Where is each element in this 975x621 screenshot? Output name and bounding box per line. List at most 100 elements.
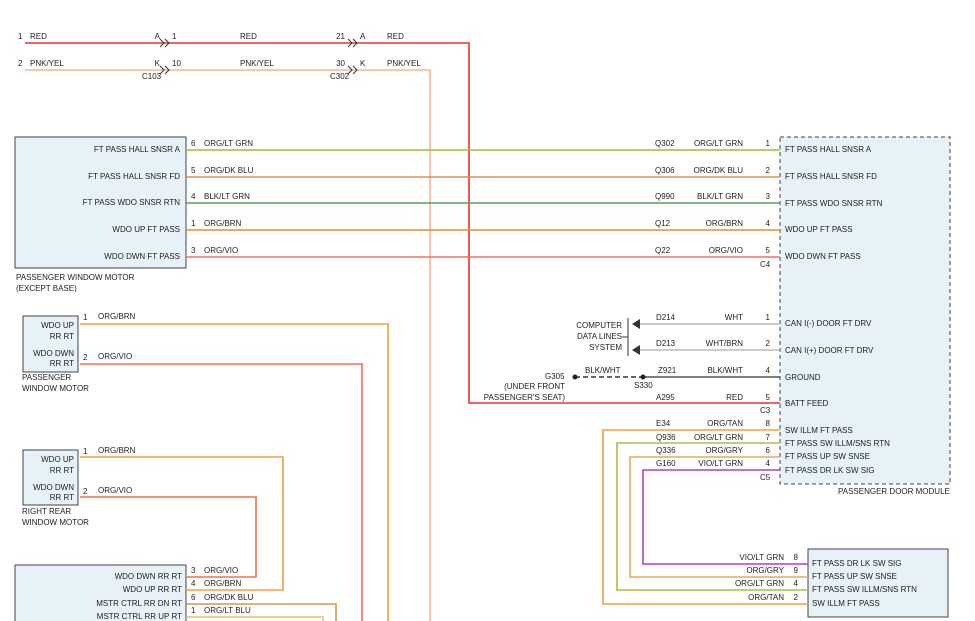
label: Q12 bbox=[655, 219, 671, 228]
label: 1 bbox=[766, 313, 771, 322]
label: 1 bbox=[172, 32, 177, 41]
label: COMPUTER bbox=[576, 321, 622, 330]
label: ORG/TAN bbox=[748, 593, 784, 602]
label: PNK/YEL bbox=[387, 59, 421, 68]
window-motor-box bbox=[14, 136, 187, 269]
label: 3 bbox=[191, 566, 196, 575]
label: WDO DWN FT PASS bbox=[104, 252, 180, 261]
label: WDO UP bbox=[41, 455, 74, 464]
label: RR RT bbox=[50, 332, 74, 341]
label: FT PASS HALL SNSR FD bbox=[88, 172, 180, 181]
label: ORG/LT GRN bbox=[735, 579, 784, 588]
label: ORG/DK BLU bbox=[204, 166, 254, 175]
label: ORG/VIO bbox=[98, 486, 132, 495]
label: VIO/LT GRN bbox=[739, 553, 784, 562]
label: RED bbox=[726, 393, 743, 402]
label: BLK/WHT bbox=[585, 366, 621, 375]
label: S330 bbox=[634, 381, 653, 390]
label: 4 bbox=[794, 579, 799, 588]
label: WDO UP RR RT bbox=[123, 585, 182, 594]
label: 4 bbox=[766, 219, 771, 228]
label: 3 bbox=[766, 192, 771, 201]
label: BLK/LT GRN bbox=[697, 192, 743, 201]
label: ORG/LT BLU bbox=[204, 606, 251, 615]
label: FT PASS SW ILLM/SNS RTN bbox=[812, 585, 917, 594]
label: Q22 bbox=[655, 246, 671, 255]
label: 10 bbox=[172, 59, 181, 68]
label: WHT bbox=[725, 313, 743, 322]
label: 2 bbox=[794, 593, 799, 602]
label: FT PASS UP SW SNSE bbox=[812, 572, 897, 581]
label: RR RT bbox=[50, 466, 74, 475]
label: ORG/VIO bbox=[204, 566, 238, 575]
label: WDO DWN FT PASS bbox=[785, 252, 861, 261]
label: FT PASS HALL SNSR FD bbox=[785, 172, 877, 181]
label: CAN I(-) DOOR FT DRV bbox=[785, 319, 872, 328]
label: FT PASS SW ILLM/SNS RTN bbox=[785, 439, 890, 448]
label: ORG/DK BLU bbox=[204, 593, 254, 602]
label: PASSENGER DOOR MODULE bbox=[838, 487, 950, 496]
label: ORG/LT GRN bbox=[694, 139, 743, 148]
label: C5 bbox=[760, 473, 771, 482]
label: MSTR CTRL RR DN RT bbox=[96, 599, 182, 608]
label: VIO/LT GRN bbox=[698, 459, 743, 468]
label: ORG/BRN bbox=[204, 579, 242, 588]
label: WINDOW MOTOR bbox=[22, 518, 89, 527]
label: 9 bbox=[794, 566, 799, 575]
label: PNK/YEL bbox=[30, 59, 64, 68]
label: ORG/VIO bbox=[98, 352, 132, 361]
label: ORG/GRY bbox=[705, 446, 743, 455]
label: Q302 bbox=[655, 139, 675, 148]
label: (EXCEPT BASE) bbox=[16, 284, 77, 293]
label: G160 bbox=[656, 459, 676, 468]
label: 1 bbox=[83, 313, 88, 322]
label: 1 bbox=[191, 219, 196, 228]
label: C103 bbox=[142, 72, 162, 81]
label: A295 bbox=[656, 393, 675, 402]
label: 5 bbox=[191, 166, 196, 175]
label: 1 bbox=[83, 447, 88, 456]
label: DATA LINES bbox=[577, 332, 622, 341]
switch-box bbox=[807, 548, 949, 618]
label: PASSENGER'S SEAT) bbox=[484, 393, 566, 402]
label: WDO UP FT PASS bbox=[112, 225, 180, 234]
label: K bbox=[155, 59, 161, 68]
label: PASSENGER WINDOW MOTOR bbox=[16, 273, 135, 282]
label: ORG/VIO bbox=[709, 246, 743, 255]
label: ORG/TAN bbox=[707, 419, 743, 428]
label: C4 bbox=[760, 260, 771, 269]
label: RR RT bbox=[50, 493, 74, 502]
rear-motor-box bbox=[22, 315, 79, 373]
label: A bbox=[360, 32, 366, 41]
label: 1 bbox=[766, 139, 771, 148]
label: ORG/BRN bbox=[98, 312, 136, 321]
label: ORG/BRN bbox=[706, 219, 744, 228]
label: 1 bbox=[191, 606, 196, 615]
label: D214 bbox=[656, 313, 676, 322]
label: (UNDER FRONT bbox=[504, 382, 565, 391]
label: BATT FEED bbox=[785, 399, 828, 408]
label: BLK/LT GRN bbox=[204, 192, 250, 201]
label: C302 bbox=[330, 72, 350, 81]
label: 2 bbox=[766, 339, 771, 348]
label: WDO UP bbox=[41, 321, 74, 330]
label: 7 bbox=[766, 433, 771, 442]
label: SYSTEM bbox=[589, 343, 622, 352]
label: 4 bbox=[766, 459, 771, 468]
label: 6 bbox=[766, 446, 771, 455]
label: WDO DWN bbox=[33, 349, 74, 358]
label: RED bbox=[240, 32, 257, 41]
label: 21 bbox=[336, 32, 345, 41]
label: 5 bbox=[766, 246, 771, 255]
label: 8 bbox=[766, 419, 771, 428]
label: 4 bbox=[191, 579, 196, 588]
label: WDO DWN RR RT bbox=[115, 572, 183, 581]
label: RED bbox=[30, 32, 47, 41]
label: A bbox=[155, 32, 161, 41]
label: 3 bbox=[191, 246, 196, 255]
label: FT PASS UP SW SNSE bbox=[785, 452, 870, 461]
label: FT PASS HALL SNSR A bbox=[785, 145, 872, 154]
label: WDO UP FT PASS bbox=[785, 225, 853, 234]
label: FT PASS DR LK SW SIG bbox=[812, 559, 902, 568]
